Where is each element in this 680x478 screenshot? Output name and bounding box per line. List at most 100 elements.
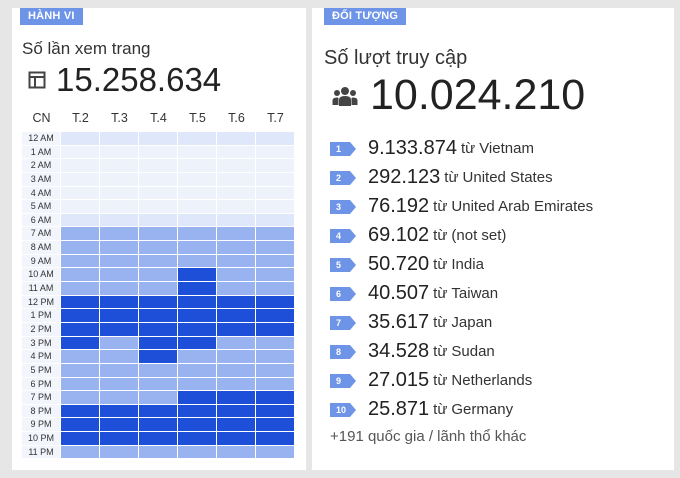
heatmap-cell xyxy=(178,227,216,242)
from-word: từ xyxy=(433,256,448,273)
heatmap-cell xyxy=(100,404,138,419)
heatmap-cell xyxy=(100,295,138,310)
heatmap-cell xyxy=(256,445,294,460)
heatmap-cell xyxy=(61,282,99,296)
country-name: United States xyxy=(462,169,553,186)
heatmap-cell xyxy=(100,445,138,460)
heatmap-cell xyxy=(61,404,99,419)
country-row: 6 40.507 từ Taiwan xyxy=(330,279,593,308)
heatmap-cell xyxy=(256,132,294,146)
heatmap-row: 6 PM xyxy=(22,377,295,392)
country-row: 5 50.720 từ India xyxy=(330,250,593,279)
heatmap-cell xyxy=(139,213,177,228)
rank-number: 2 xyxy=(336,172,342,183)
country-count: 76.192 xyxy=(368,195,430,217)
heatmap-cell xyxy=(139,282,177,296)
heatmap-day-header: CN T.2 T.3 T.4 T.5 T.6 T.7 xyxy=(22,111,295,125)
heatmap-cell xyxy=(61,391,99,405)
from-word: từ xyxy=(460,140,476,157)
heatmap-cell xyxy=(61,213,99,228)
heatmap-row: 8 PM xyxy=(22,404,295,419)
heatmap-row: 2 AM xyxy=(22,159,295,173)
heatmap-cell xyxy=(139,336,177,351)
country-row: 4 69.102 từ (not set) xyxy=(330,221,593,250)
heatmap-cell xyxy=(256,432,294,446)
rank-badge: 10 xyxy=(330,402,356,417)
rank-badge: 1 xyxy=(330,141,356,156)
hour-label: 6 AM xyxy=(22,213,60,228)
heatmap-row: 2 PM xyxy=(22,322,295,337)
heatmap-cell xyxy=(100,432,138,446)
heatmap-cell xyxy=(256,282,294,296)
heatmap-cell xyxy=(100,172,138,187)
people-icon xyxy=(332,84,358,108)
heatmap-cell xyxy=(100,213,138,228)
country-count: 50.720 xyxy=(368,253,430,275)
hour-label: 8 AM xyxy=(22,241,60,255)
heatmap-cell xyxy=(61,145,99,160)
heatmap-cell xyxy=(217,282,255,296)
heatmap-row: 4 PM xyxy=(22,350,295,364)
country-count: 27.015 xyxy=(368,369,430,391)
heatmap-cell xyxy=(256,377,294,392)
heatmap-cell xyxy=(256,213,294,228)
heatmap-cell xyxy=(139,227,177,242)
pageviews-title: Số lần xem trang xyxy=(22,39,151,58)
heatmap-row: 6 AM xyxy=(22,213,295,228)
heatmap-cell xyxy=(178,254,216,269)
country-count: 34.528 xyxy=(368,340,430,362)
heatmap-cell xyxy=(217,391,255,405)
rank-number: 7 xyxy=(336,317,342,328)
heatmap-cell xyxy=(61,363,99,378)
heatmap-cell xyxy=(178,241,216,255)
rank-number: 4 xyxy=(336,230,342,241)
from-word: từ xyxy=(433,227,448,244)
heatmap-cell xyxy=(217,322,255,337)
rank-number: 3 xyxy=(336,201,342,212)
heatmap-cell xyxy=(217,350,255,364)
heatmap-row: 1 PM xyxy=(22,309,295,323)
hour-label: 3 AM xyxy=(22,172,60,187)
from-word: từ xyxy=(433,372,448,389)
heatmap-cell xyxy=(178,363,216,378)
heatmap-cell xyxy=(256,322,294,337)
heatmap-cell xyxy=(100,350,138,364)
heatmap-cell xyxy=(217,404,255,419)
rank-badge: 6 xyxy=(330,286,356,301)
hour-label: 2 PM xyxy=(22,322,60,337)
hour-label: 4 AM xyxy=(22,186,60,201)
audience-card: ĐỐI TƯỢNG Số lượt truy cập 10.024.210 1 9… xyxy=(312,8,674,470)
heatmap-row: 8 AM xyxy=(22,241,295,255)
heatmap-cell xyxy=(100,377,138,392)
heatmap-cell xyxy=(61,254,99,269)
heatmap-cell xyxy=(178,350,216,364)
rank-badge: 4 xyxy=(330,228,356,243)
heatmap-cell xyxy=(100,145,138,160)
heatmap-cell xyxy=(178,391,216,405)
heatmap-cell xyxy=(256,295,294,310)
heatmap-cell xyxy=(217,295,255,310)
rank-number: 9 xyxy=(336,375,342,386)
heatmap-cell xyxy=(256,200,294,214)
heatmap-cell xyxy=(100,186,138,201)
behavior-tag: HÀNH VI xyxy=(20,8,83,25)
heatmap-cell xyxy=(256,227,294,242)
heatmap-cell xyxy=(256,404,294,419)
from-word: từ xyxy=(433,401,448,418)
heatmap-cell xyxy=(139,363,177,378)
country-count: 25.871 xyxy=(368,398,430,420)
pageviews-value-row: 15.258.634 xyxy=(28,61,221,99)
day-label: T.3 xyxy=(111,111,128,125)
rank-number: 10 xyxy=(336,404,347,415)
heatmap-cell xyxy=(100,336,138,351)
heatmap-cell xyxy=(256,172,294,187)
hour-label: 3 PM xyxy=(22,336,60,351)
heatmap-cell xyxy=(139,322,177,337)
heatmap-cell xyxy=(61,268,99,283)
heatmap-cell xyxy=(100,241,138,255)
heatmap-cell xyxy=(178,282,216,296)
rank-badge: 2 xyxy=(330,170,356,185)
more-countries-text: +191 quốc gia / lãnh thổ khác xyxy=(330,428,527,445)
country-row: 1 9.133.874 từ Vietnam xyxy=(330,134,593,163)
heatmap-cell xyxy=(178,377,216,392)
